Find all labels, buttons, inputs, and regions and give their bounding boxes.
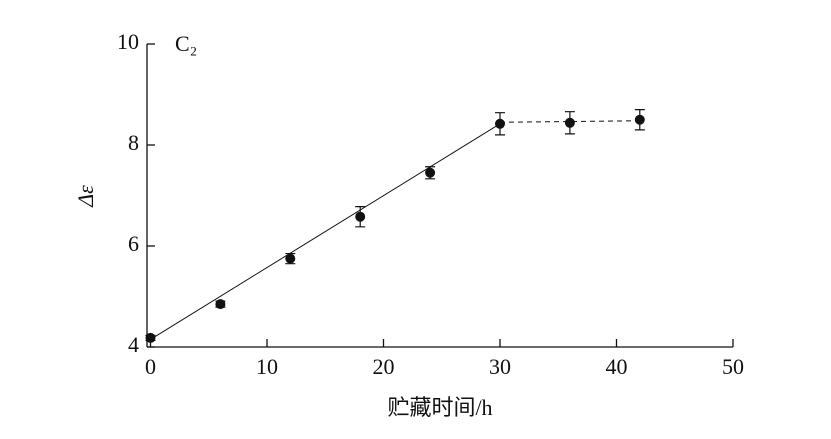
x-tick-label: 30: [489, 354, 511, 379]
chart-title: C₂: [175, 31, 197, 56]
x-tick-label: 50: [722, 354, 744, 379]
point: [564, 117, 575, 128]
x-tick-label: 10: [256, 354, 278, 379]
y-tick-label: 6: [128, 231, 139, 256]
x-axis-label: 贮藏时间/h: [387, 395, 492, 420]
point: [285, 253, 296, 264]
y-tick-label: 4: [128, 332, 139, 357]
point: [425, 167, 436, 178]
point: [634, 114, 645, 125]
x-tick-label: 40: [605, 354, 627, 379]
y-tick-label: 8: [128, 130, 139, 155]
point: [494, 118, 505, 129]
x-tick-label: 20: [372, 354, 394, 379]
point: [355, 211, 366, 222]
y-axis-label: Δε: [73, 185, 98, 208]
fit-line: [150, 123, 501, 340]
x-tick-label: 0: [145, 354, 156, 379]
point: [145, 332, 156, 343]
point: [215, 299, 226, 310]
y-tick-label: 10: [117, 29, 139, 54]
